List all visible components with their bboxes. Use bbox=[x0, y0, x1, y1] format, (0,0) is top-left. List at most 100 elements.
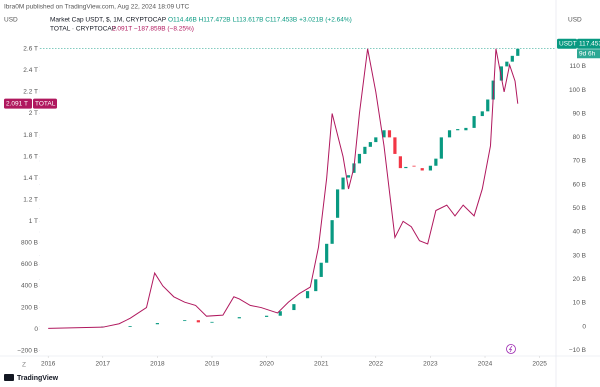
usdt-title: Market Cap USDT, $, 1M, CRYPTOCAP bbox=[50, 17, 166, 24]
total-title: TOTAL · CRYPTOCAP bbox=[50, 26, 116, 33]
candle bbox=[412, 165, 416, 167]
candle bbox=[183, 320, 187, 322]
series-name-tag: USDT bbox=[559, 40, 577, 47]
y2ticks-label: 10 B bbox=[573, 300, 586, 307]
y2ticks-label: 70 B bbox=[573, 158, 586, 165]
y2ticks-label: −10 B bbox=[569, 347, 586, 354]
candle bbox=[428, 165, 433, 171]
x-tick-label: 2016 bbox=[41, 361, 56, 368]
x-tick-label: 2022 bbox=[369, 361, 384, 368]
last-value-tag: 117.453 B bbox=[579, 40, 600, 47]
event-icon[interactable] bbox=[506, 344, 516, 354]
yticks-label: 1.2 T bbox=[23, 196, 38, 203]
candle bbox=[464, 127, 468, 131]
candle bbox=[128, 326, 132, 327]
last-value-tag: 2.091 T bbox=[6, 100, 28, 107]
candle bbox=[237, 317, 241, 319]
series-name-tag-box bbox=[557, 38, 577, 49]
yticks-label: 2.2 T bbox=[23, 89, 38, 96]
yticks-label: −200 B bbox=[17, 347, 38, 354]
zoom-icon[interactable]: Z bbox=[22, 362, 26, 369]
y2ticks-label: 50 B bbox=[573, 205, 586, 212]
yticks-label: 2.6 T bbox=[23, 46, 38, 53]
candle bbox=[393, 137, 397, 154]
candle bbox=[305, 291, 310, 299]
y2ticks-label: 90 B bbox=[573, 110, 586, 117]
yticks-label: 0 bbox=[34, 326, 38, 333]
candle bbox=[387, 130, 392, 138]
countdown-box bbox=[577, 49, 600, 59]
countdown: 9d 6h bbox=[579, 50, 596, 57]
x-tick-label: 2025 bbox=[532, 361, 547, 368]
y2-axis-unit: USD bbox=[568, 17, 582, 24]
candle bbox=[330, 220, 334, 244]
candle bbox=[155, 323, 159, 325]
yticks-label: 400 B bbox=[21, 283, 38, 290]
candle bbox=[404, 166, 408, 169]
brand: TradingView bbox=[17, 375, 59, 382]
candle bbox=[374, 137, 378, 143]
candle bbox=[319, 262, 323, 277]
yticks-label: 800 B bbox=[21, 240, 38, 247]
total-line bbox=[48, 48, 519, 329]
candle bbox=[447, 130, 452, 138]
candle bbox=[439, 137, 443, 159]
x-tick-label: 2021 bbox=[314, 361, 329, 368]
published: Ibra0M published on TradingView.com, Aug… bbox=[4, 4, 190, 11]
candle bbox=[486, 99, 490, 112]
y2ticks-label: 20 B bbox=[573, 276, 586, 283]
yticks-label: 1.8 T bbox=[23, 132, 38, 139]
candle bbox=[278, 311, 282, 316]
candle bbox=[472, 116, 476, 128]
y2ticks-label: 80 B bbox=[573, 134, 586, 141]
candle bbox=[420, 168, 424, 171]
candle bbox=[398, 156, 402, 169]
y2ticks-label: 110 B bbox=[569, 63, 586, 70]
yticks-label: 600 B bbox=[21, 261, 38, 268]
candle bbox=[210, 321, 214, 323]
yticks-label: 2 T bbox=[29, 110, 38, 117]
candle bbox=[434, 158, 438, 166]
series-name-tag-box bbox=[33, 98, 57, 109]
candle bbox=[341, 177, 345, 190]
candle bbox=[510, 55, 514, 62]
x-tick-label: 2024 bbox=[478, 361, 493, 368]
candle bbox=[314, 279, 318, 292]
yticks-label: 1.6 T bbox=[23, 153, 38, 160]
event-icon-bolt bbox=[508, 345, 513, 353]
usdt-ohlc: O114.46B H117.472B L113.617B C117.453B +… bbox=[168, 17, 352, 24]
yticks-label: 200 B bbox=[21, 304, 38, 311]
brand-logo bbox=[4, 374, 14, 381]
candle bbox=[196, 320, 200, 323]
candle bbox=[382, 130, 386, 138]
y2ticks-label: 60 B bbox=[573, 181, 586, 188]
candle bbox=[325, 243, 329, 263]
candle bbox=[357, 153, 362, 164]
candle bbox=[363, 146, 367, 154]
total-change: 2.091T −187.859B (−8.25%) bbox=[112, 26, 194, 33]
yticks-label: 2.4 T bbox=[23, 67, 38, 74]
yticks-label: 1.4 T bbox=[23, 175, 38, 182]
candle bbox=[368, 142, 372, 147]
yticks-label: 1 T bbox=[29, 218, 38, 225]
candle bbox=[335, 189, 340, 218]
candle bbox=[505, 61, 509, 67]
x-tick-label: 2023 bbox=[423, 361, 438, 368]
candle bbox=[346, 175, 351, 178]
candle bbox=[456, 129, 460, 131]
series-name-tag: TOTAL bbox=[35, 100, 56, 107]
candle bbox=[480, 111, 484, 117]
y2ticks-label: 30 B bbox=[573, 252, 586, 259]
candle bbox=[292, 304, 296, 311]
y2ticks-label: 40 B bbox=[573, 229, 586, 236]
x-tick-label: 2020 bbox=[259, 361, 274, 368]
y2ticks-label: 0 bbox=[582, 323, 586, 330]
y-axis-unit: USD bbox=[4, 17, 18, 24]
last-value-tag-box bbox=[577, 38, 600, 49]
candle bbox=[265, 315, 269, 317]
x-tick-label: 2019 bbox=[205, 361, 220, 368]
last-value-tag-box bbox=[4, 98, 32, 109]
candle bbox=[516, 48, 520, 56]
